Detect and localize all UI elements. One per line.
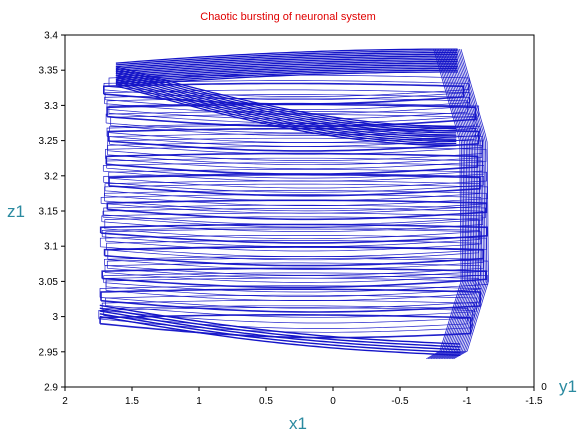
trajectory-bottom-band [99, 307, 461, 348]
trajectory-right-sweep [430, 48, 467, 360]
trajectory-right-sweep [453, 48, 489, 360]
y-tick-label: 3.35 [39, 66, 59, 77]
y-tick-label: 3.05 [39, 277, 59, 288]
trajectory-loop [104, 190, 487, 212]
trajectory-loop [101, 299, 475, 324]
trajectory-loop [108, 169, 487, 189]
y-tick-label: 3.15 [39, 207, 59, 218]
trajectory-right-sweep [443, 48, 480, 360]
trajectory-bottom-band [99, 310, 461, 351]
trajectory-top-band [115, 57, 458, 73]
y-tick-label: 3.25 [39, 136, 59, 147]
y-tick-label: 2.9 [44, 383, 58, 394]
trajectory-loop [107, 142, 483, 166]
x-tick-label: 0 [330, 396, 336, 407]
trajectory-right-sweep [451, 48, 488, 360]
y-tick-label: 2.95 [39, 347, 59, 358]
trajectory-top-band [115, 48, 458, 64]
trajectory-right-sweep [448, 48, 485, 360]
trajectory-loop [104, 94, 470, 114]
trajectory-bottom-band [99, 315, 461, 356]
trajectory-top-band [115, 62, 458, 78]
y-tick-label: 3.1 [44, 242, 58, 253]
trajectory-bottom-band [99, 313, 461, 354]
trajectory-loop [105, 294, 477, 318]
trajectory-top-fold [115, 70, 457, 132]
y-tick-label: 3.4 [44, 31, 58, 42]
trajectory-top-band [115, 60, 458, 77]
y-tick-label: 3 [52, 312, 58, 323]
trajectory-loop [106, 103, 477, 128]
trajectory-right-sweep [440, 48, 477, 360]
trajectory-right-sweep [450, 48, 486, 360]
trajectory-top-band [115, 51, 458, 68]
trajectory-loop [107, 137, 483, 161]
x-tick-label: -1 [463, 396, 472, 407]
x-tick-label: 1 [196, 396, 202, 407]
trajectory-right-sweep [447, 48, 483, 360]
x-tick-label: -1.5 [525, 396, 543, 407]
x-axis-ticks: 2 1.5 1 0.5 0 -0.5 -1 -1.5 [62, 387, 543, 407]
trajectory-right-sweep [434, 48, 470, 360]
trajectory-right-sweep [426, 48, 462, 360]
trajectory-right-sweep [432, 48, 468, 360]
trajectory-top-band [115, 67, 458, 84]
trajectory-loop [103, 173, 484, 193]
y-axis-ticks: 2.9 2.95 3 3.05 3.1 3.15 3.2 3.25 3.3 3.35 3.4 [39, 31, 65, 394]
z-axis-tick: 0 [541, 382, 547, 393]
trajectory-top-fold [115, 74, 457, 136]
y-tick-label: 3.2 [44, 171, 58, 182]
z-axis-label: y1 [559, 377, 577, 396]
trajectory-top-fold [115, 76, 457, 138]
trajectory-top-fold [115, 68, 457, 130]
trajectory-right-sweep [437, 48, 473, 360]
trajectory-loop [108, 173, 481, 197]
trajectory-right-sweep [427, 48, 464, 360]
trajectory-top-fold [115, 66, 457, 128]
trajectory-top-fold [115, 80, 457, 142]
trajectory-top-band [115, 53, 458, 70]
trajectory-top-band [115, 55, 458, 71]
trajectory-right-sweep [429, 48, 465, 360]
trajectory-top-band [115, 64, 458, 80]
trajectory-right-sweep [435, 48, 472, 360]
trajectory-top-fold [115, 82, 457, 145]
x-tick-label: 2 [62, 396, 68, 407]
x-tick-label: 0.5 [259, 396, 273, 407]
x-axis-label: x1 [289, 414, 307, 433]
trajectory-top-fold [115, 85, 457, 147]
trajectory-top-fold [115, 72, 457, 134]
trajectory-top-band [115, 66, 458, 82]
trajectory-right-sweep [438, 48, 475, 360]
trajectory-group [98, 48, 489, 360]
chart-title: Chaotic bursting of neuronal system [200, 11, 375, 23]
trajectory-loop [107, 127, 480, 152]
trajectory-top-band [115, 69, 458, 85]
trajectory-bottom-band [99, 304, 461, 345]
trajectory-loop [105, 146, 487, 170]
trajectory-right-sweep [442, 48, 478, 360]
y-tick-label: 3.3 [44, 101, 58, 112]
trajectory-top-band [115, 58, 458, 75]
y-axis-label: z1 [7, 202, 25, 221]
x-tick-label: 1.5 [125, 396, 139, 407]
trajectory-loop [98, 307, 473, 333]
trajectory-top-fold [115, 78, 457, 140]
trajectory-top-band [115, 50, 458, 66]
x-tick-label: -0.5 [391, 396, 409, 407]
trajectory-loop [103, 204, 486, 226]
trajectory-right-sweep [445, 48, 481, 360]
